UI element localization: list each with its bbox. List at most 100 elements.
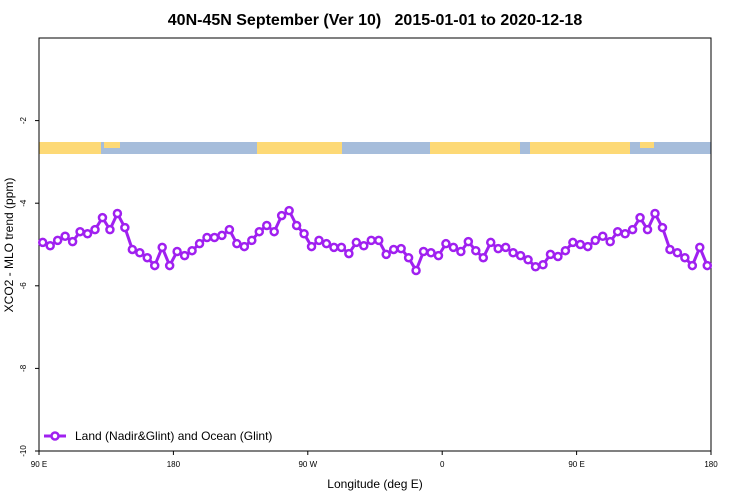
y-tick-label: -8 (19, 364, 28, 372)
y-tick-label: -2 (19, 116, 28, 124)
chart-title: 40N-45N September (Ver 10) 2015-01-01 to… (168, 12, 583, 29)
point (590, 235, 601, 246)
point (485, 237, 496, 248)
point (359, 240, 369, 251)
point (351, 237, 362, 248)
point (373, 235, 384, 246)
point (650, 208, 660, 219)
point (381, 249, 391, 260)
legend-label: Land (Nadir&Glint) and Ocean (Glint) (75, 429, 272, 443)
point (187, 245, 197, 256)
point (60, 231, 70, 241)
point (127, 244, 138, 255)
point (396, 243, 406, 254)
point (179, 250, 190, 261)
point (291, 220, 302, 231)
point (426, 248, 436, 258)
point (82, 229, 93, 239)
point (508, 248, 518, 258)
point (702, 260, 713, 271)
x-tick-label: 180 (704, 460, 718, 469)
point (194, 238, 205, 249)
point (583, 241, 593, 252)
point (261, 220, 272, 231)
x-tick-label: 90 E (31, 460, 47, 469)
point (344, 248, 354, 259)
point (224, 224, 235, 235)
point (478, 252, 489, 263)
point (680, 252, 690, 263)
point (672, 248, 683, 258)
point (463, 236, 474, 247)
point (306, 241, 317, 252)
point (530, 262, 541, 272)
point (411, 265, 421, 276)
point (553, 251, 563, 262)
point (418, 246, 429, 257)
land-ocean-strip (39, 142, 711, 154)
point (493, 243, 503, 254)
point (545, 249, 556, 260)
legend-marker (50, 431, 60, 441)
point (575, 239, 586, 250)
point (500, 242, 511, 253)
point (695, 242, 705, 253)
point (321, 238, 332, 249)
point (597, 231, 608, 241)
point (314, 235, 324, 246)
point (247, 235, 257, 246)
x-axis-label: Longitude (deg E) (327, 477, 422, 491)
point (120, 222, 130, 233)
x-tick-label: 90 E (568, 460, 584, 469)
point (164, 260, 175, 271)
point (620, 229, 630, 239)
point (687, 260, 698, 271)
point (37, 237, 48, 248)
point (538, 259, 548, 270)
point (254, 226, 265, 237)
point (471, 245, 481, 256)
point (135, 248, 145, 258)
point (523, 255, 533, 265)
y-tick-label: -4 (19, 199, 28, 207)
point (157, 242, 167, 253)
point (149, 260, 160, 271)
point (657, 222, 668, 233)
point (568, 237, 578, 248)
point (217, 230, 227, 241)
point (299, 229, 309, 239)
point (202, 232, 212, 243)
y-axis-label: XCO2 - MLO trend (ppm) (2, 178, 16, 313)
point (642, 224, 653, 235)
point (635, 212, 645, 223)
x-tick-label: 0 (440, 460, 445, 469)
point (172, 246, 182, 257)
point (627, 224, 638, 235)
point (209, 232, 220, 243)
point (45, 240, 55, 251)
point (448, 242, 459, 253)
point (403, 252, 414, 263)
point (560, 245, 571, 256)
point (612, 226, 623, 237)
point (142, 252, 153, 263)
point (329, 242, 339, 253)
point (605, 236, 615, 247)
point (75, 226, 85, 237)
point (52, 235, 63, 246)
point (90, 224, 100, 235)
point (239, 241, 250, 252)
point (441, 238, 451, 249)
point (515, 250, 526, 261)
x-tick-label: 180 (167, 460, 181, 469)
point (388, 244, 399, 255)
point (97, 212, 108, 223)
x-tick-label: 90 W (298, 460, 317, 469)
point (284, 205, 294, 216)
point (336, 242, 347, 253)
point (276, 210, 287, 221)
y-tick-label: -6 (19, 282, 28, 290)
point (112, 208, 123, 219)
point (105, 224, 115, 235)
